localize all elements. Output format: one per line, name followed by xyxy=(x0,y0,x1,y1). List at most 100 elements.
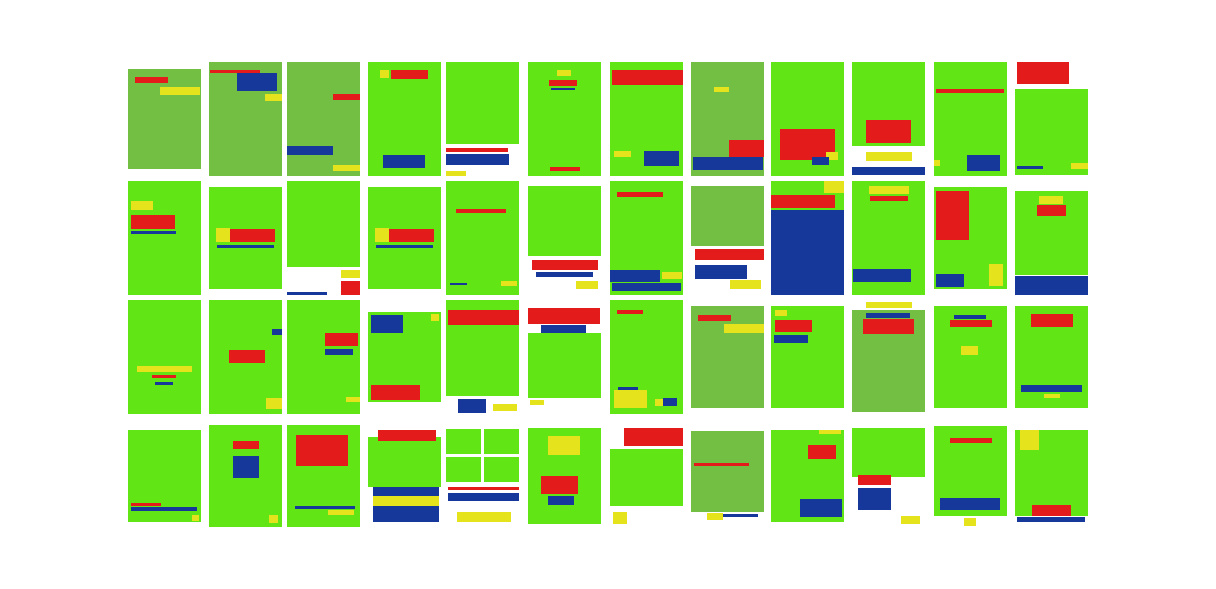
block xyxy=(131,231,176,234)
block xyxy=(333,94,360,100)
block xyxy=(964,518,976,526)
block xyxy=(137,366,192,372)
block xyxy=(644,151,679,166)
tile xyxy=(528,333,601,398)
block xyxy=(866,302,912,308)
block xyxy=(858,475,891,485)
block xyxy=(373,487,439,496)
block xyxy=(541,476,578,494)
block xyxy=(870,196,908,201)
block xyxy=(707,513,723,520)
block xyxy=(160,87,200,95)
block xyxy=(265,94,282,101)
block xyxy=(808,445,836,459)
block xyxy=(612,70,683,85)
block xyxy=(325,333,358,346)
tile xyxy=(691,306,764,408)
block xyxy=(341,281,360,295)
block xyxy=(287,292,327,295)
block xyxy=(230,229,275,242)
block xyxy=(152,375,176,378)
block xyxy=(612,283,681,291)
block xyxy=(233,441,259,449)
block xyxy=(448,310,519,325)
block xyxy=(610,270,660,282)
block xyxy=(780,129,835,160)
block xyxy=(655,399,663,406)
block xyxy=(131,201,153,210)
block xyxy=(446,171,466,176)
block xyxy=(967,155,1000,171)
block xyxy=(341,270,360,278)
block xyxy=(614,390,647,408)
block xyxy=(698,315,731,321)
block xyxy=(936,89,1004,93)
block xyxy=(501,281,517,286)
block xyxy=(695,249,764,260)
block xyxy=(557,70,571,76)
block xyxy=(192,515,199,521)
block xyxy=(863,319,914,334)
block xyxy=(458,399,486,413)
block xyxy=(272,329,282,335)
block xyxy=(1039,196,1063,204)
block xyxy=(1020,430,1039,450)
block xyxy=(131,215,175,229)
block xyxy=(551,88,575,90)
block xyxy=(724,324,764,333)
block xyxy=(624,428,683,446)
block xyxy=(869,186,909,194)
block xyxy=(456,209,506,213)
block xyxy=(450,283,467,285)
block xyxy=(446,457,481,482)
tile xyxy=(446,181,519,295)
block xyxy=(617,310,643,314)
block xyxy=(457,512,511,522)
block xyxy=(774,335,808,343)
block xyxy=(375,228,389,242)
block xyxy=(548,436,580,455)
block xyxy=(1044,394,1060,398)
block xyxy=(940,498,1000,510)
block xyxy=(210,70,260,73)
block xyxy=(826,152,838,160)
block xyxy=(287,146,333,155)
block xyxy=(1037,205,1066,216)
block xyxy=(532,260,598,270)
tile xyxy=(446,429,481,454)
tile xyxy=(287,300,360,414)
block xyxy=(484,457,519,482)
block xyxy=(950,320,992,327)
block xyxy=(1017,62,1069,84)
block xyxy=(901,516,920,524)
block xyxy=(229,350,265,363)
block xyxy=(1017,166,1043,169)
block xyxy=(333,165,360,171)
block xyxy=(989,264,1003,286)
block xyxy=(295,506,355,509)
block xyxy=(936,274,964,287)
block xyxy=(936,191,969,240)
block xyxy=(389,229,434,242)
block xyxy=(662,272,682,279)
block xyxy=(135,77,168,83)
block xyxy=(266,398,282,409)
block xyxy=(617,192,663,197)
block xyxy=(328,510,354,515)
block xyxy=(663,398,677,406)
block xyxy=(934,160,940,166)
block xyxy=(576,281,598,289)
block xyxy=(866,120,911,143)
block xyxy=(775,320,812,332)
block xyxy=(484,429,519,454)
block xyxy=(950,438,992,443)
tile xyxy=(128,300,201,414)
block xyxy=(824,181,844,193)
block xyxy=(866,152,912,161)
tile xyxy=(128,69,201,169)
block xyxy=(131,507,197,511)
block xyxy=(1071,163,1088,169)
block xyxy=(371,315,403,333)
tile xyxy=(852,428,925,477)
